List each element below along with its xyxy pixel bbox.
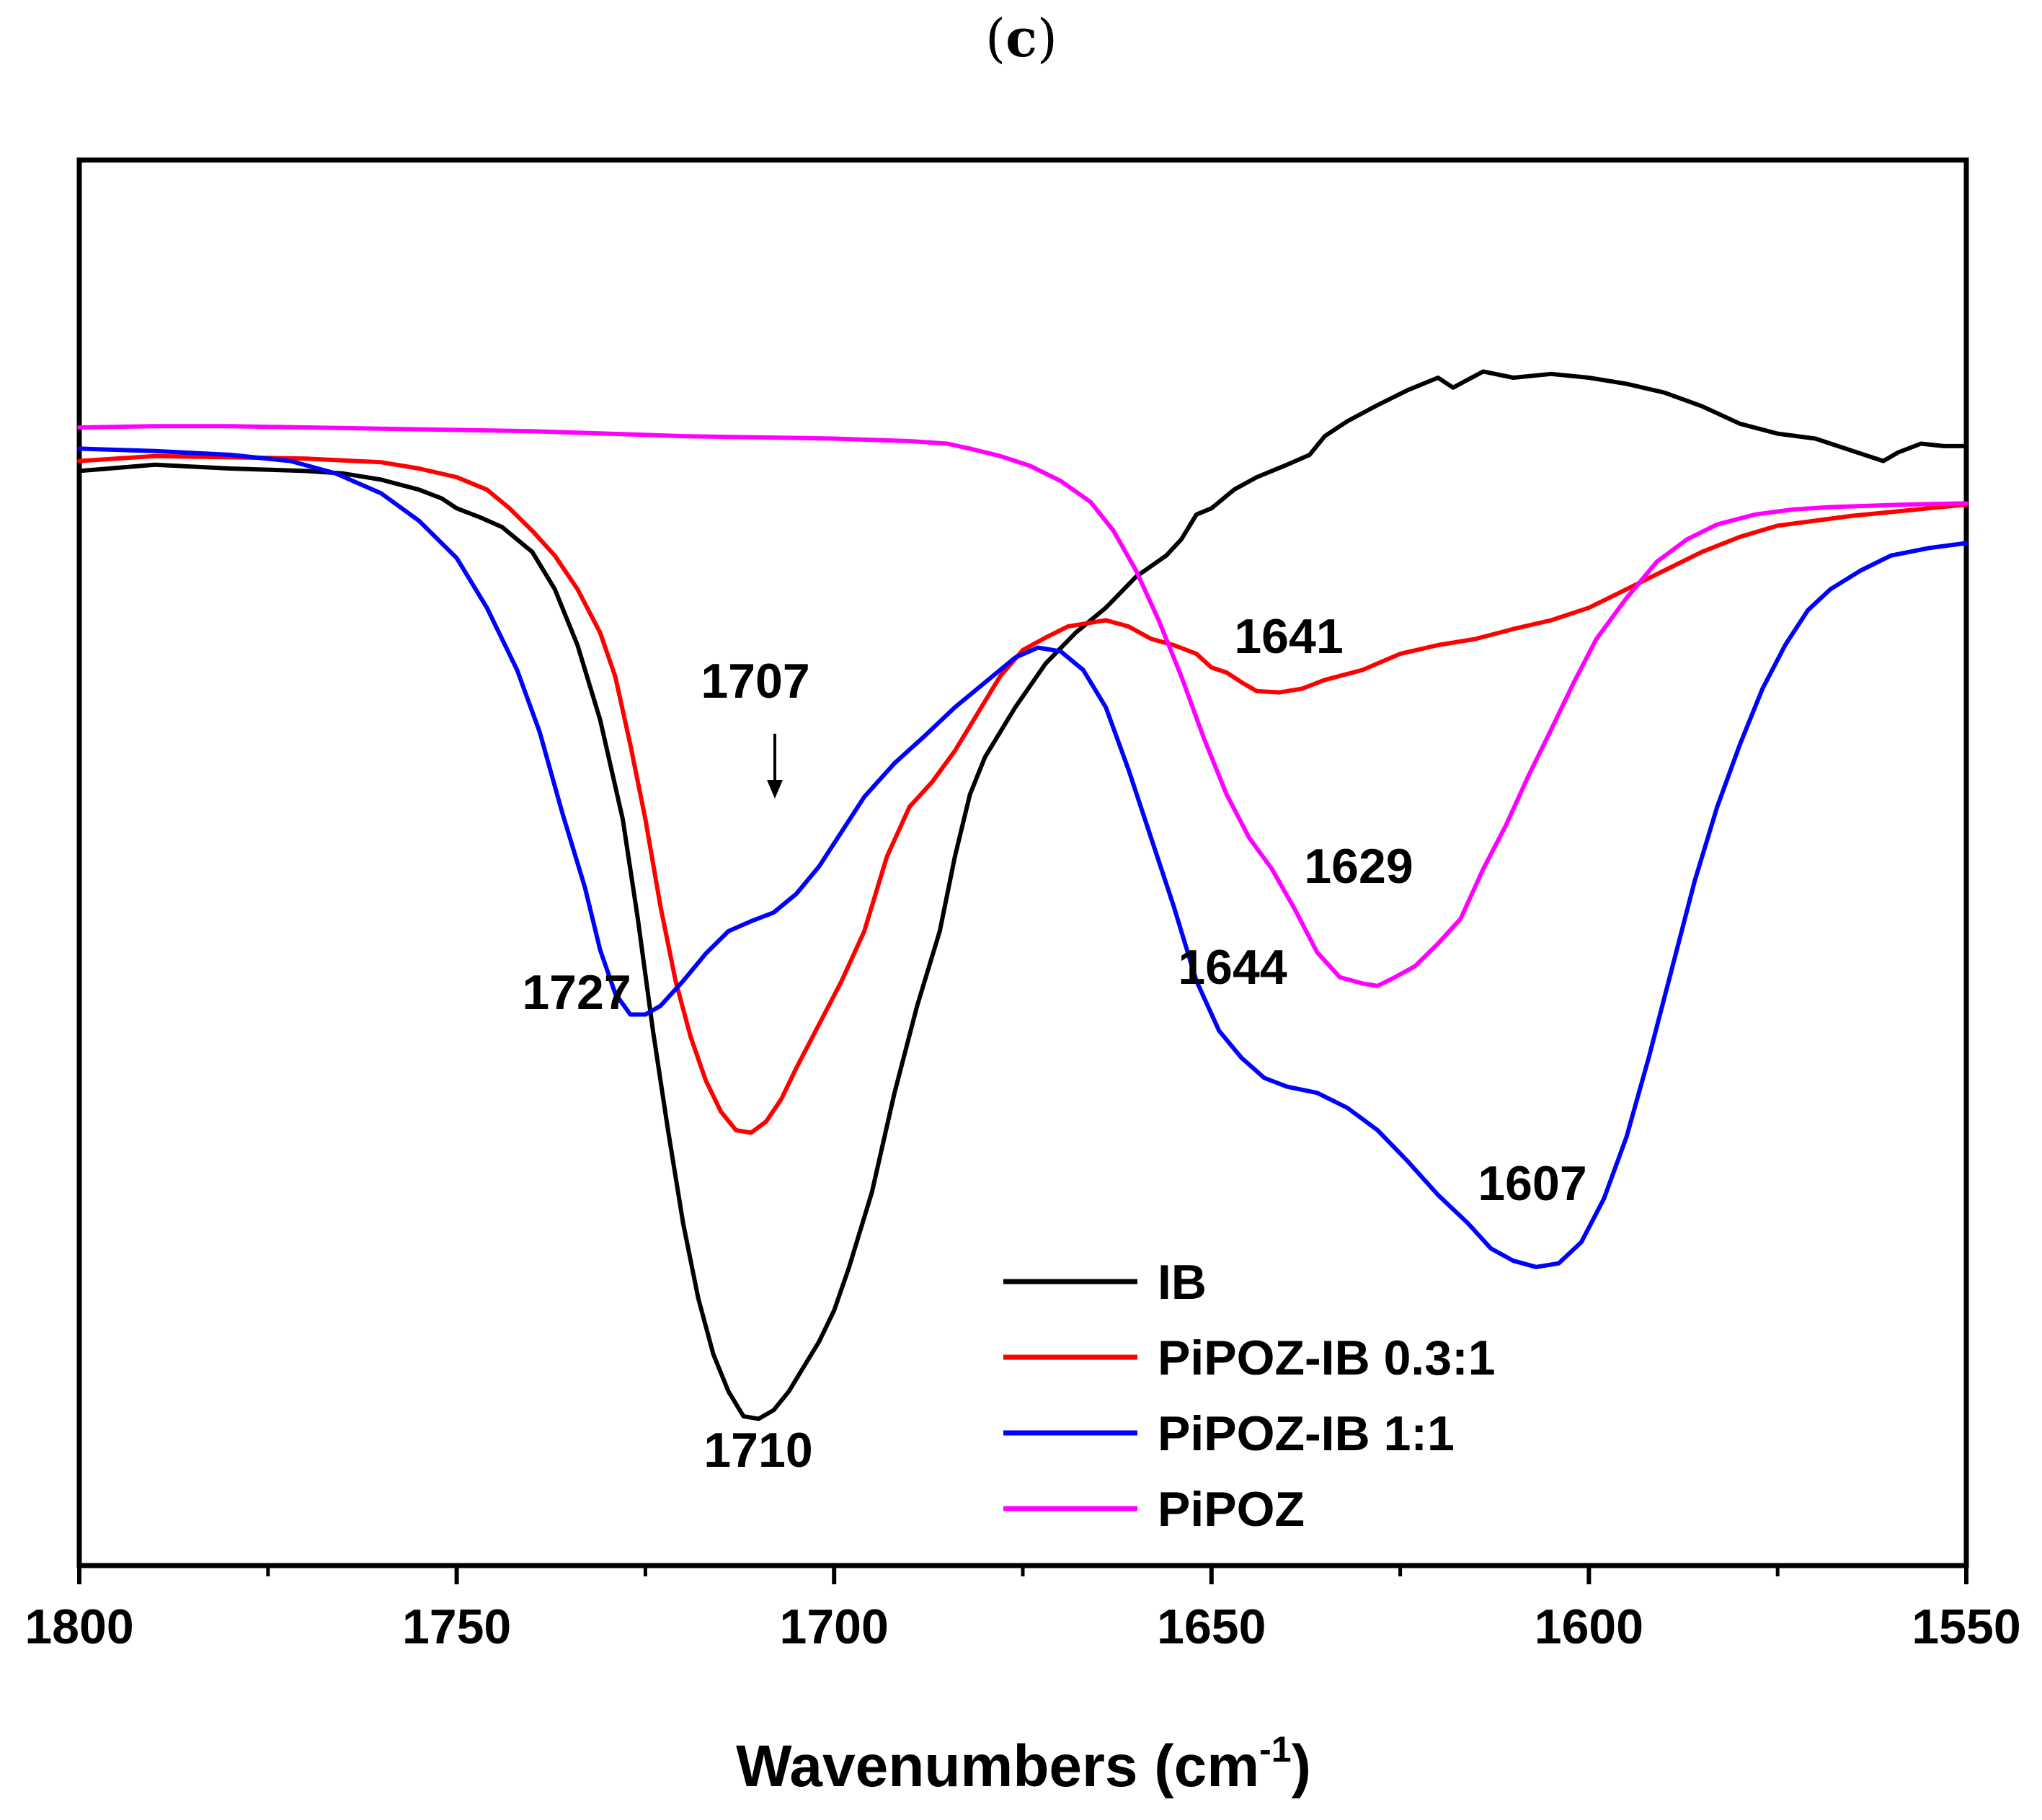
series-line-ib bbox=[77, 369, 1968, 1421]
legend-label-pipoz: PiPOZ bbox=[1158, 1482, 1305, 1537]
x-tick-label-1700: 1700 bbox=[780, 1599, 889, 1654]
series-line-pipoz-ib-0-3-1 bbox=[77, 453, 1968, 1135]
x-tick-label-1800: 1800 bbox=[25, 1599, 133, 1654]
x-tick-label-1600: 1600 bbox=[1535, 1599, 1643, 1654]
x-axis-title: Wavenumbers (cm-1) bbox=[736, 1729, 1311, 1799]
legend-label-ib: IB bbox=[1158, 1255, 1207, 1310]
legend-label-pipoz-ib-0-3-1: PiPOZ-IB 0.3:1 bbox=[1158, 1331, 1496, 1385]
x-axis-tick-labels: 1800 1750 1700 1650 1600 1550 bbox=[25, 1599, 2020, 1654]
x-tick-label-1550: 1550 bbox=[1912, 1599, 2020, 1654]
legend-label-pipoz-ib-1-1: PiPOZ-IB 1:1 bbox=[1158, 1406, 1455, 1461]
panel-label-close: ) bbox=[1037, 8, 1057, 68]
x-axis-title-close: ) bbox=[1292, 1734, 1311, 1799]
x-axis-title-main: Wavenumbers (cm bbox=[736, 1734, 1259, 1799]
peak-label-1607: 1607 bbox=[1478, 1156, 1586, 1211]
series-layer bbox=[77, 369, 1968, 1421]
series-line-pipoz-ib-1-1 bbox=[77, 446, 1968, 1269]
legend: IB PiPOZ-IB 0.3:1 PiPOZ-IB 1:1 PiPOZ bbox=[1003, 1255, 1496, 1537]
series-line-pipoz bbox=[77, 424, 1968, 988]
peak-label-1727: 1727 bbox=[522, 965, 631, 1020]
peak-label-1710: 1710 bbox=[703, 1423, 812, 1478]
panel-label-letter: c bbox=[1006, 7, 1037, 68]
peak-label-1629: 1629 bbox=[1304, 839, 1413, 894]
panel-label: (c) bbox=[985, 7, 1057, 68]
x-tick-label-1650: 1650 bbox=[1157, 1599, 1266, 1654]
x-axis-ticks bbox=[77, 1566, 1968, 1584]
x-axis-title-sup: -1 bbox=[1259, 1729, 1291, 1770]
peak-arrow-head-1707 bbox=[767, 780, 783, 799]
peak-label-1644: 1644 bbox=[1178, 940, 1287, 995]
peak-label-1707: 1707 bbox=[701, 654, 809, 709]
peak-annotations: 1707 1727 1710 1641 1629 1644 1607 bbox=[522, 609, 1586, 1478]
x-tick-label-1750: 1750 bbox=[402, 1599, 511, 1654]
peak-label-1641: 1641 bbox=[1234, 609, 1343, 664]
panel-label-open: ( bbox=[985, 8, 1006, 68]
